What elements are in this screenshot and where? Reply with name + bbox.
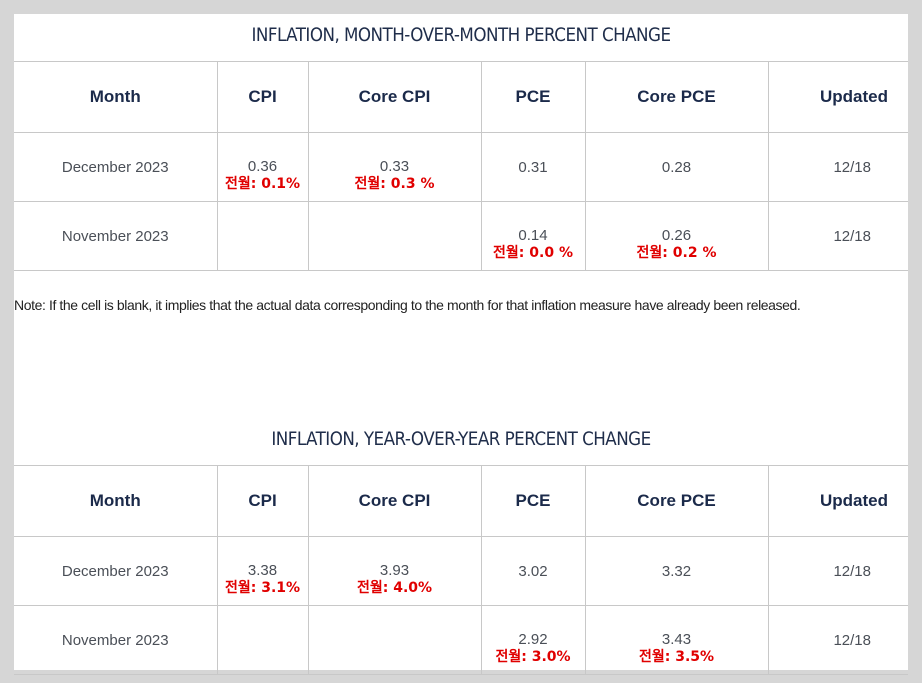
table-row: November 2023 0.14 전월: 0.0 % 0.26 전월: 0.2 … <box>14 201 908 271</box>
header-updated: Updated <box>767 61 908 133</box>
pce-annotation: 전월: 3.0% <box>495 649 571 665</box>
header-updated: Updated <box>767 465 908 537</box>
core-cpi-value: 0.33 <box>379 158 410 175</box>
pce-cell: 2.92 전월: 3.0% <box>480 605 585 675</box>
month-cell: December 2023 <box>14 536 217 606</box>
month-cell: November 2023 <box>14 201 217 271</box>
updated-cell: 12/18 <box>767 605 908 675</box>
core-cpi-value: 3.93 <box>379 562 410 579</box>
pce-cell: 0.31 <box>480 132 585 202</box>
header-month: Month <box>14 465 217 537</box>
table-note: Note: If the cell is blank, it implies t… <box>14 297 801 313</box>
table-row: December 2023 3.38 전월: 3.1% 3.93 전월: 4.0% … <box>14 536 908 606</box>
header-row: Month CPI Core CPI PCE Core PCE Updated <box>14 465 908 537</box>
page-sheet: INFLATION, MONTH-OVER-MONTH PERCENT CHAN… <box>14 14 908 675</box>
month-cell: November 2023 <box>14 605 217 675</box>
core-pce-cell: 0.26 전월: 0.2 % <box>584 201 768 271</box>
header-pce: PCE <box>480 465 585 537</box>
cpi-annotation: 전월: 0.1% <box>224 176 301 192</box>
header-core-pce: Core PCE <box>584 61 768 133</box>
updated-cell: 12/18 <box>767 536 908 606</box>
cpi-cell: 0.36 전월: 0.1% <box>216 132 308 202</box>
pce-cell: 3.02 <box>480 536 585 606</box>
cpi-value: 3.38 <box>247 562 278 579</box>
core-cpi-cell <box>307 201 481 271</box>
core-cpi-cell <box>307 605 481 675</box>
pce-cell: 0.14 전월: 0.0 % <box>480 201 585 271</box>
core-pce-annotation: 전월: 0.2 % <box>636 245 717 261</box>
header-month: Month <box>14 61 217 133</box>
mom-table: Month CPI Core CPI PCE Core PCE Updated … <box>14 61 908 271</box>
header-core-cpi: Core CPI <box>307 61 481 133</box>
header-pce: PCE <box>480 61 585 133</box>
table-row: December 2023 0.36 전월: 0.1% 0.33 전월: 0.3 %… <box>14 132 908 202</box>
month-cell: December 2023 <box>14 132 217 202</box>
header-core-cpi: Core CPI <box>307 465 481 537</box>
core-pce-value: 0.26 <box>661 227 692 244</box>
core-pce-value: 3.43 <box>661 631 692 648</box>
yoy-table: Month CPI Core CPI PCE Core PCE Updated … <box>14 465 908 675</box>
updated-cell: 12/18 <box>767 201 908 271</box>
mom-table-title: INFLATION, MONTH-OVER-MONTH PERCENT CHAN… <box>251 24 671 46</box>
core-pce-annotation: 전월: 3.5% <box>638 649 715 665</box>
pce-annotation: 전월: 0.0 % <box>493 245 573 261</box>
pce-value: 0.14 <box>518 227 548 244</box>
core-pce-cell: 3.43 전월: 3.5% <box>584 605 768 675</box>
yoy-table-title: INFLATION, YEAR-OVER-YEAR PERCENT CHANGE <box>271 428 651 450</box>
core-pce-cell: 3.32 <box>584 536 768 606</box>
core-cpi-cell: 0.33 전월: 0.3 % <box>307 132 481 202</box>
core-cpi-cell: 3.93 전월: 4.0% <box>307 536 481 606</box>
cpi-cell <box>216 201 308 271</box>
pce-value: 2.92 <box>518 631 548 648</box>
cpi-cell <box>216 605 308 675</box>
header-cpi: CPI <box>216 61 308 133</box>
header-core-pce: Core PCE <box>584 465 768 537</box>
core-cpi-annotation: 전월: 0.3 % <box>354 176 435 192</box>
table-row: November 2023 2.92 전월: 3.0% 3.43 전월: 3.5% … <box>14 605 908 675</box>
header-row: Month CPI Core CPI PCE Core PCE Updated <box>14 61 908 133</box>
core-cpi-annotation: 전월: 4.0% <box>356 580 433 596</box>
cpi-annotation: 전월: 3.1% <box>224 580 301 596</box>
header-cpi: CPI <box>216 465 308 537</box>
core-pce-cell: 0.28 <box>584 132 768 202</box>
updated-cell: 12/18 <box>767 132 908 202</box>
cpi-cell: 3.38 전월: 3.1% <box>216 536 308 606</box>
cpi-value: 0.36 <box>247 158 278 175</box>
